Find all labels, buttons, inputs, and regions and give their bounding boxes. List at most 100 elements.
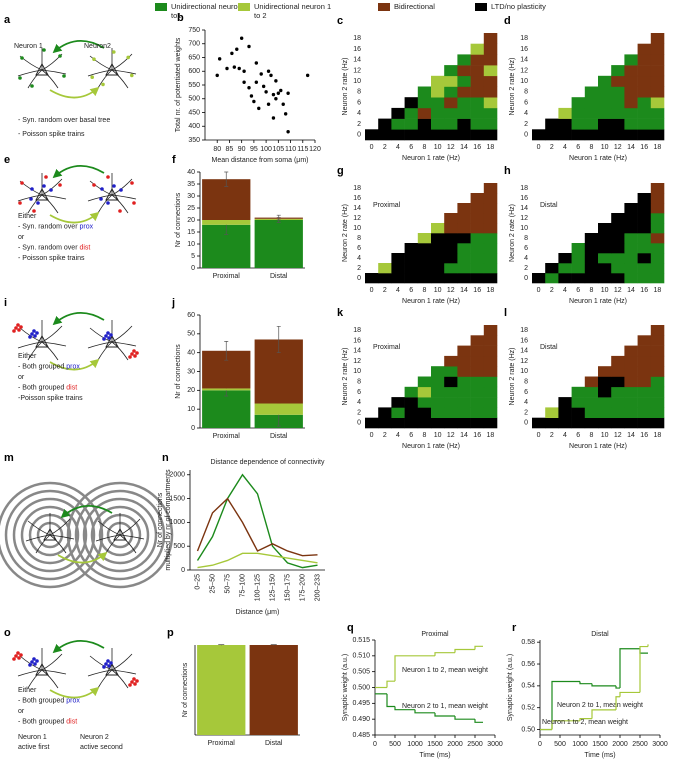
heatmap-cell [598, 366, 612, 377]
heatmap-cell [637, 233, 652, 244]
distance-ring [74, 489, 166, 581]
heatmap-cell [483, 223, 498, 234]
synapse [99, 197, 103, 201]
dendrite [87, 194, 113, 202]
heatmap-cell [457, 243, 471, 254]
heatmap-cell [483, 33, 498, 44]
x-tick-label: 6 [409, 144, 413, 151]
protocol-text: or [18, 234, 25, 241]
synapse [30, 660, 34, 664]
dendrite [41, 194, 67, 200]
heatmap-cell [637, 86, 652, 98]
x-tick-label: 10 [434, 432, 442, 439]
y-axis-label: Neuron 2 rate (Hz) [342, 58, 349, 116]
x-tick-label: 10 [601, 432, 609, 439]
x-tick-label: 18 [654, 287, 662, 294]
y-axis-label: Neuron 2 rate (Hz) [509, 58, 516, 116]
panel-letter: k [337, 307, 344, 319]
heatmap-cell [457, 97, 471, 109]
x-tick-label: Proximal [208, 740, 236, 747]
synapse [128, 683, 132, 687]
x-tick-label: 14 [460, 432, 468, 439]
heatmap-cell [431, 243, 445, 254]
heatmap-cell [470, 335, 485, 346]
heatmap-cell [457, 253, 471, 264]
dendrite [49, 518, 71, 536]
heatmap-cell [584, 273, 599, 284]
y-tick-label: 0.50 [521, 726, 535, 733]
step-segment [414, 709, 435, 714]
heatmap-cell [483, 325, 498, 336]
series-line [197, 552, 318, 569]
heatmap-cell [650, 33, 665, 44]
protocol-text-part: prox [66, 697, 80, 704]
heatmap-cell [470, 118, 485, 130]
protocol-text-part: Either [18, 687, 37, 694]
heatmap-cell [444, 86, 458, 98]
heatmap-cell [431, 86, 445, 98]
y-tick-label: 0 [191, 425, 195, 432]
y-tick-label: 12 [353, 67, 361, 74]
arrow-2-to-1 [60, 505, 113, 519]
x-tick-label: 100 [260, 146, 272, 153]
x-tick-label: 0 [370, 144, 374, 151]
y-tick-label: 550 [188, 82, 200, 89]
heatmap-cell [457, 397, 471, 408]
heatmap-cell [611, 129, 625, 141]
synapse [133, 354, 137, 358]
synapse [130, 680, 134, 684]
heatmap-cell [571, 407, 586, 418]
scatter-point [247, 86, 251, 90]
heatmap-cell [470, 43, 485, 55]
heatmap-cell [637, 417, 652, 429]
heatmap-cell [444, 253, 458, 264]
heatmap-cell [571, 118, 586, 130]
dendrite [27, 520, 51, 536]
step-segment [474, 719, 483, 723]
heatmap-cell [444, 263, 458, 274]
heatmap-cell [598, 75, 612, 87]
x-tick-label: 4 [396, 432, 400, 439]
heatmap-cell [470, 376, 485, 388]
step-segment [394, 706, 415, 711]
protocol-text-part: Either [18, 353, 37, 360]
heatmap-cell [431, 223, 445, 234]
heatmap-cell [391, 407, 405, 418]
heatmap-cell [483, 366, 498, 377]
heatmap-cell [611, 407, 625, 418]
heatmap-cell [444, 273, 458, 284]
y-tick-label: 12 [520, 215, 528, 222]
y-tick-label: 4 [524, 399, 528, 406]
y-tick-label: 2 [357, 409, 361, 416]
heatmap-cell [457, 86, 471, 98]
protocol-text: - Syn. random over basal tree [18, 117, 110, 124]
heatmap-cell [637, 397, 652, 408]
x-tick-label: 8 [422, 432, 426, 439]
heatmap-cell [404, 97, 419, 109]
series-label: Neuron 1 to 2, mean weight [542, 719, 628, 726]
heatmap-cell [457, 118, 471, 130]
protocol-text-part: - Syn. random over [18, 223, 79, 230]
heatmap-cell [637, 54, 652, 66]
x-tick-label: 1000 [407, 741, 423, 748]
heatmap-cell [444, 233, 458, 244]
synapse [30, 332, 34, 336]
protocol-text-part: - Poisson spike trains [18, 255, 85, 262]
x-tick-label: Proximal [213, 433, 241, 440]
y-tick-label: 12 [353, 358, 361, 365]
step-segment [454, 716, 475, 720]
synapse [44, 175, 48, 179]
panel-letter: n [162, 452, 169, 464]
dendrite [89, 55, 113, 71]
scatter-point [247, 44, 251, 49]
panel-letter: e [4, 154, 10, 166]
y-tick-label: 15 [187, 229, 195, 236]
y-tick-label: 12 [520, 67, 528, 74]
y-tick-label: 30 [187, 193, 195, 200]
y-axis-label: Neuron 2 rate (Hz) [342, 204, 349, 262]
heatmap-cell [365, 273, 379, 284]
heatmap-cell [391, 263, 405, 274]
heatmap-cell [650, 75, 665, 87]
step-segment [386, 693, 395, 708]
heatmap-cell [571, 263, 586, 274]
